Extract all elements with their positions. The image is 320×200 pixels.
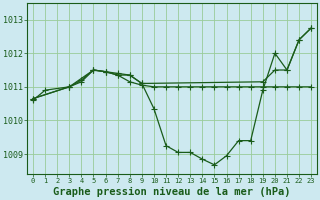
X-axis label: Graphe pression niveau de la mer (hPa): Graphe pression niveau de la mer (hPa)	[53, 187, 291, 197]
